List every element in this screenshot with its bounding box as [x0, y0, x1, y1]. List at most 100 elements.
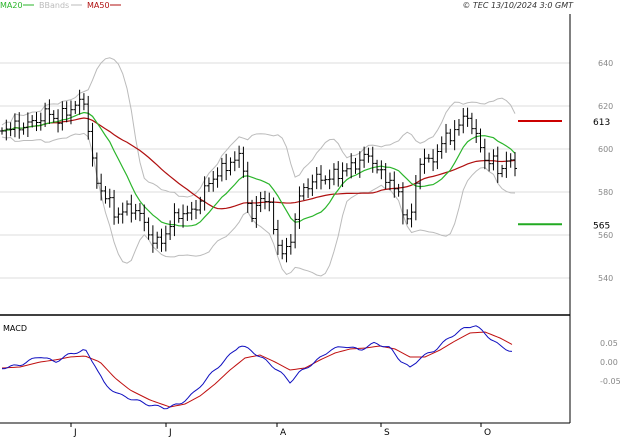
price-bar [422, 148, 427, 174]
price-bar [206, 177, 211, 192]
price-bar [297, 186, 302, 229]
price-bar [267, 192, 272, 212]
price-bar [353, 157, 358, 174]
price-bar [435, 144, 440, 170]
legend-bbands-label: BBands [39, 1, 69, 10]
price-bar [465, 107, 470, 127]
price-bar [25, 112, 30, 138]
price-bar [94, 152, 99, 189]
price-bar [12, 113, 17, 138]
ma20-path [1, 111, 516, 227]
price-bar [232, 151, 237, 172]
price-bar [284, 237, 289, 263]
price-bar [68, 100, 73, 125]
macd-y-axis: 0.05 0.00 -0.05 [600, 339, 621, 386]
price-bar [426, 153, 431, 163]
price-bars [0, 89, 517, 263]
price-bar [513, 152, 517, 177]
bband-upper [1, 57, 516, 198]
price-bar [81, 93, 86, 111]
price-bar [116, 207, 121, 224]
legend: MA20 BBands MA50 [0, 1, 121, 10]
price-bar [504, 151, 509, 178]
price-bar [176, 208, 181, 223]
price-bar [150, 225, 155, 253]
price-bar [168, 220, 173, 240]
macd-y-tick-label: 0.00 [600, 358, 618, 367]
price-bar [439, 136, 444, 159]
price-bar [64, 101, 69, 123]
legend-ma50-label: MA50 [87, 1, 110, 10]
price-bar [189, 201, 194, 221]
price-bar [228, 157, 233, 176]
price-bar [314, 167, 319, 190]
price-bar [375, 159, 380, 174]
price-bar [125, 200, 130, 216]
price-bar [181, 204, 186, 228]
price-bar [254, 196, 259, 228]
price-bar [43, 102, 48, 127]
price-bar [344, 163, 349, 177]
price-bar [21, 122, 26, 135]
y-tick-label: 540 [598, 274, 613, 283]
price-bar [310, 174, 315, 196]
price-bar [456, 118, 461, 136]
price-bar [224, 153, 229, 181]
price-bar [500, 164, 505, 178]
macd-path [1, 325, 513, 410]
price-bar [142, 204, 147, 232]
price-bar [418, 158, 423, 190]
price-bar [336, 161, 341, 187]
price-bar [405, 209, 410, 225]
x-tick-label: J [73, 428, 77, 438]
price-bar [4, 119, 9, 141]
price-bar [275, 219, 280, 255]
price-bar [77, 89, 82, 115]
price-bar [400, 182, 405, 225]
price-bar [469, 112, 474, 135]
y-tick-label: 640 [598, 59, 613, 68]
x-tick-label: A [280, 428, 287, 438]
y-tick-label: 620 [598, 102, 613, 111]
price-bar [271, 197, 276, 235]
x-tick-label: O [484, 428, 491, 438]
legend-ma20-label: MA20 [0, 1, 23, 10]
price-bar [301, 183, 306, 201]
macd-y-tick-label: 0.05 [600, 339, 618, 348]
price-bar [90, 122, 95, 167]
price-bar [370, 146, 375, 173]
price-bar [452, 120, 457, 151]
bband-lower [1, 132, 516, 277]
y-tick-label: 560 [598, 231, 613, 240]
price-bar [215, 167, 220, 188]
price-bar [172, 203, 177, 237]
price-bar [73, 100, 78, 114]
price-bar [491, 149, 496, 171]
price-bar [396, 183, 401, 197]
price-bar [129, 194, 134, 223]
price-bar [323, 175, 328, 185]
level-label-565: 565 [593, 221, 610, 231]
price-bar [30, 115, 35, 128]
price-bar [86, 95, 91, 140]
price-bar [219, 157, 224, 182]
price-bar [185, 205, 190, 221]
x-tick-label: J [168, 428, 172, 438]
macd-line [1, 325, 513, 410]
price-bar [262, 190, 267, 210]
signal-line [1, 331, 513, 408]
price-bar [245, 161, 250, 213]
price-bar [103, 186, 108, 204]
price-bar [133, 203, 138, 220]
price-bar [237, 145, 242, 168]
macd-pane: MACD 0.05 0.00 -0.05 [1, 324, 621, 410]
bollinger-bands [1, 57, 516, 277]
price-bar [288, 234, 293, 255]
price-bar [47, 99, 52, 124]
ma50-path [1, 117, 516, 210]
price-bar [357, 151, 362, 178]
price-bar [482, 138, 487, 170]
price-bar [409, 203, 414, 228]
price-bar [202, 176, 207, 211]
